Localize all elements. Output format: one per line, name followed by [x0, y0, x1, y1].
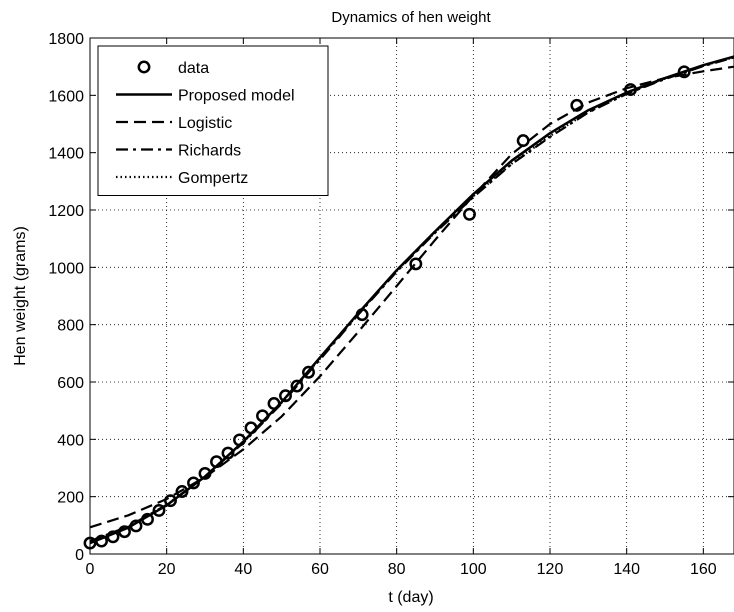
x-axis-title: t (day): [388, 589, 433, 606]
data-point: [164, 494, 177, 508]
data-point: [152, 503, 166, 517]
data-point: [244, 421, 258, 435]
data-point: [187, 476, 200, 490]
y-tick-label: 1000: [48, 260, 84, 277]
y-tick-label: 400: [57, 432, 84, 449]
data-point: [624, 83, 637, 97]
data-point: [355, 308, 369, 322]
data-point: [106, 530, 120, 544]
data-point: [267, 397, 281, 410]
data-point: [221, 446, 235, 460]
x-tick-label: 140: [613, 561, 640, 578]
x-tick-label: 100: [460, 561, 487, 578]
x-tick-label: 80: [388, 561, 406, 578]
legend-label-data: data: [178, 60, 209, 77]
grid: [90, 38, 734, 554]
data-point: [409, 257, 423, 271]
y-tick-label: 1600: [48, 88, 84, 105]
y-tick-label: 800: [57, 318, 84, 335]
data-point: [233, 433, 246, 447]
data-point: [463, 207, 476, 221]
data-point: [198, 466, 212, 480]
chart-title: Dynamics of hen weight: [331, 9, 491, 26]
y-tick-label: 1800: [48, 31, 84, 48]
plot-series: [83, 55, 734, 550]
series-line-gompertz: [89, 56, 734, 544]
plot-frame: [89, 37, 734, 555]
data-point: [118, 525, 131, 539]
data-point: [290, 379, 304, 393]
data-point: [677, 65, 691, 79]
axis-ticks: 0 20 40 60 80 100 120 140 1600200400600800100012…: [48, 31, 734, 578]
data-point: [570, 98, 584, 112]
y-tick-label: 600: [57, 375, 84, 392]
data-point: [210, 455, 223, 469]
x-tick-label: 20: [158, 561, 176, 578]
data-point: [256, 409, 269, 423]
x-tick-label: 160: [690, 561, 717, 578]
x-tick-label: 0: [86, 561, 95, 578]
legend-label-proposed-model: Proposed model: [178, 88, 295, 105]
x-tick-label: 120: [537, 561, 564, 578]
data-point: [279, 389, 292, 403]
x-tick-label: 60: [311, 561, 329, 578]
data-point: [302, 365, 315, 379]
y-tick-label: 1200: [48, 203, 84, 220]
x-tick-label: 40: [234, 561, 252, 578]
data-point: [175, 485, 189, 498]
data-point: [95, 534, 108, 548]
y-tick-label: 0: [75, 547, 84, 564]
data-point: [129, 519, 143, 533]
legend: data Proposed model Logistic Richards Gomper…: [97, 45, 329, 196]
data-point: [141, 512, 154, 526]
y-tick-label: 200: [57, 490, 84, 507]
y-tick-label: 1400: [48, 146, 84, 163]
legend-label-richards: Richards: [178, 143, 241, 160]
legend-swatch-data: [137, 60, 151, 74]
legend-label-logistic: Logistic: [178, 115, 232, 132]
legend-box: [97, 45, 329, 196]
legend-label-gompertz: Gompertz: [178, 170, 248, 187]
data-point: [516, 134, 530, 148]
y-axis-title: Hen weight (grams): [12, 226, 29, 366]
